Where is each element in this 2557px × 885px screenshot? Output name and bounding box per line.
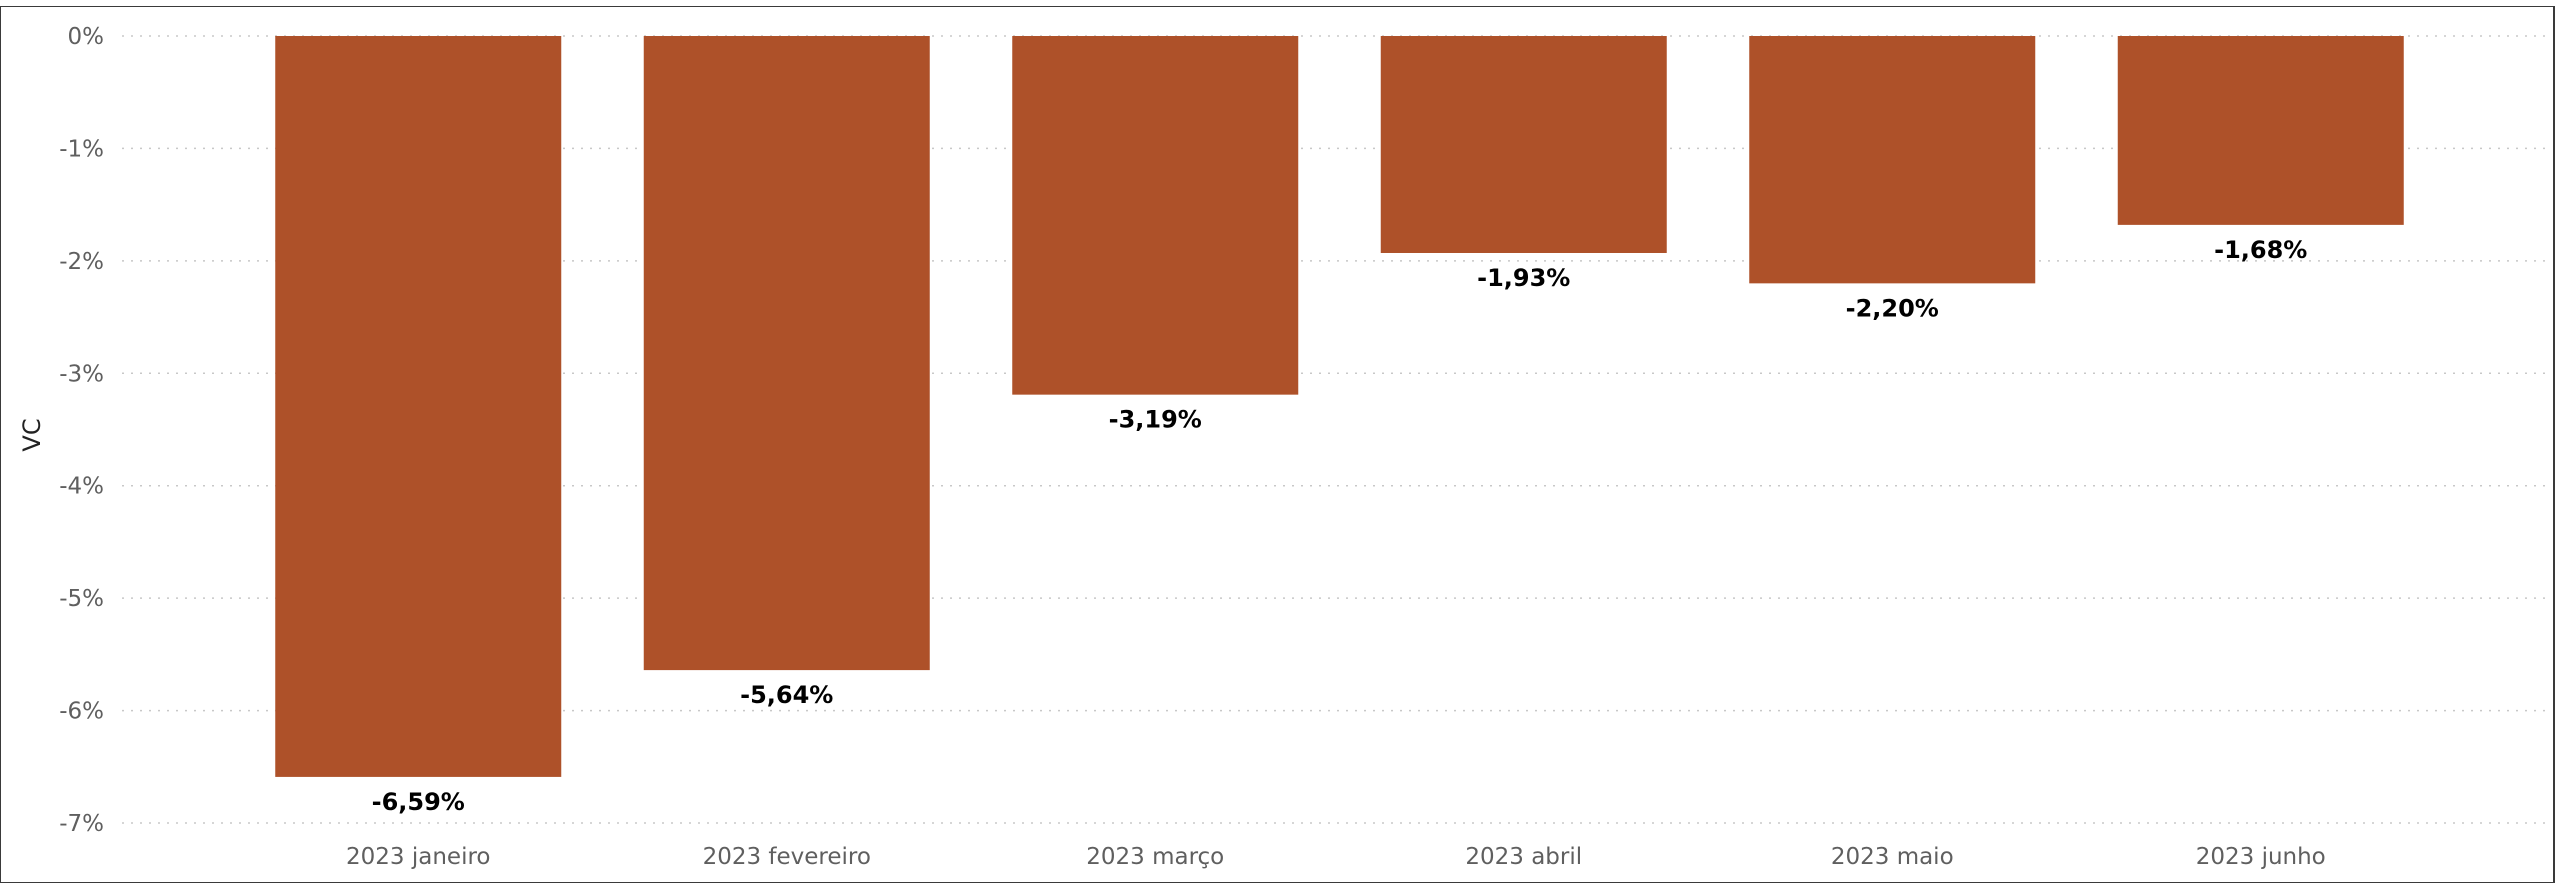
data-label: -1,68% — [2214, 236, 2307, 264]
x-tick-label: 2023 março — [1086, 844, 1224, 870]
bar — [2117, 36, 2404, 225]
data-label: -6,59% — [372, 788, 465, 816]
bar — [275, 36, 562, 777]
y-axis-ticks: 0% -1% -2% -3% -4% -5% -6% -7% — [59, 24, 104, 837]
bars — [275, 36, 2404, 777]
x-tick-label: 2023 abril — [1465, 844, 1582, 870]
bar — [1380, 36, 1667, 253]
x-axis-ticks: 2023 janeiro 2023 fevereiro 2023 março 2023… — [346, 844, 2326, 870]
data-label: -1,93% — [1477, 264, 1570, 292]
x-tick-label: 2023 maio — [1831, 844, 1954, 870]
data-label: -3,19% — [1109, 406, 1202, 434]
y-tick-label: -4% — [59, 474, 104, 500]
y-tick-label: -6% — [59, 699, 104, 725]
x-tick-label: 2023 junho — [2196, 844, 2326, 870]
y-tick-label: -3% — [59, 361, 104, 387]
data-label: -2,20% — [1846, 294, 1939, 322]
y-tick-label: -2% — [59, 249, 104, 275]
bar — [643, 36, 930, 671]
y-tick-label: -7% — [59, 811, 104, 837]
x-tick-label: 2023 janeiro — [346, 844, 490, 870]
bar — [1749, 36, 2036, 284]
y-tick-label: -1% — [59, 136, 104, 162]
y-axis-label: VC — [18, 418, 46, 451]
data-labels: -6,59% -5,64% -3,19% -1,93% -2,20% -1,68% — [372, 236, 2308, 816]
x-tick-label: 2023 fevereiro — [703, 844, 871, 870]
data-label: -5,64% — [740, 681, 833, 709]
y-tick-label: 0% — [68, 24, 105, 50]
bar — [1012, 36, 1299, 395]
y-tick-label: -5% — [59, 586, 104, 612]
